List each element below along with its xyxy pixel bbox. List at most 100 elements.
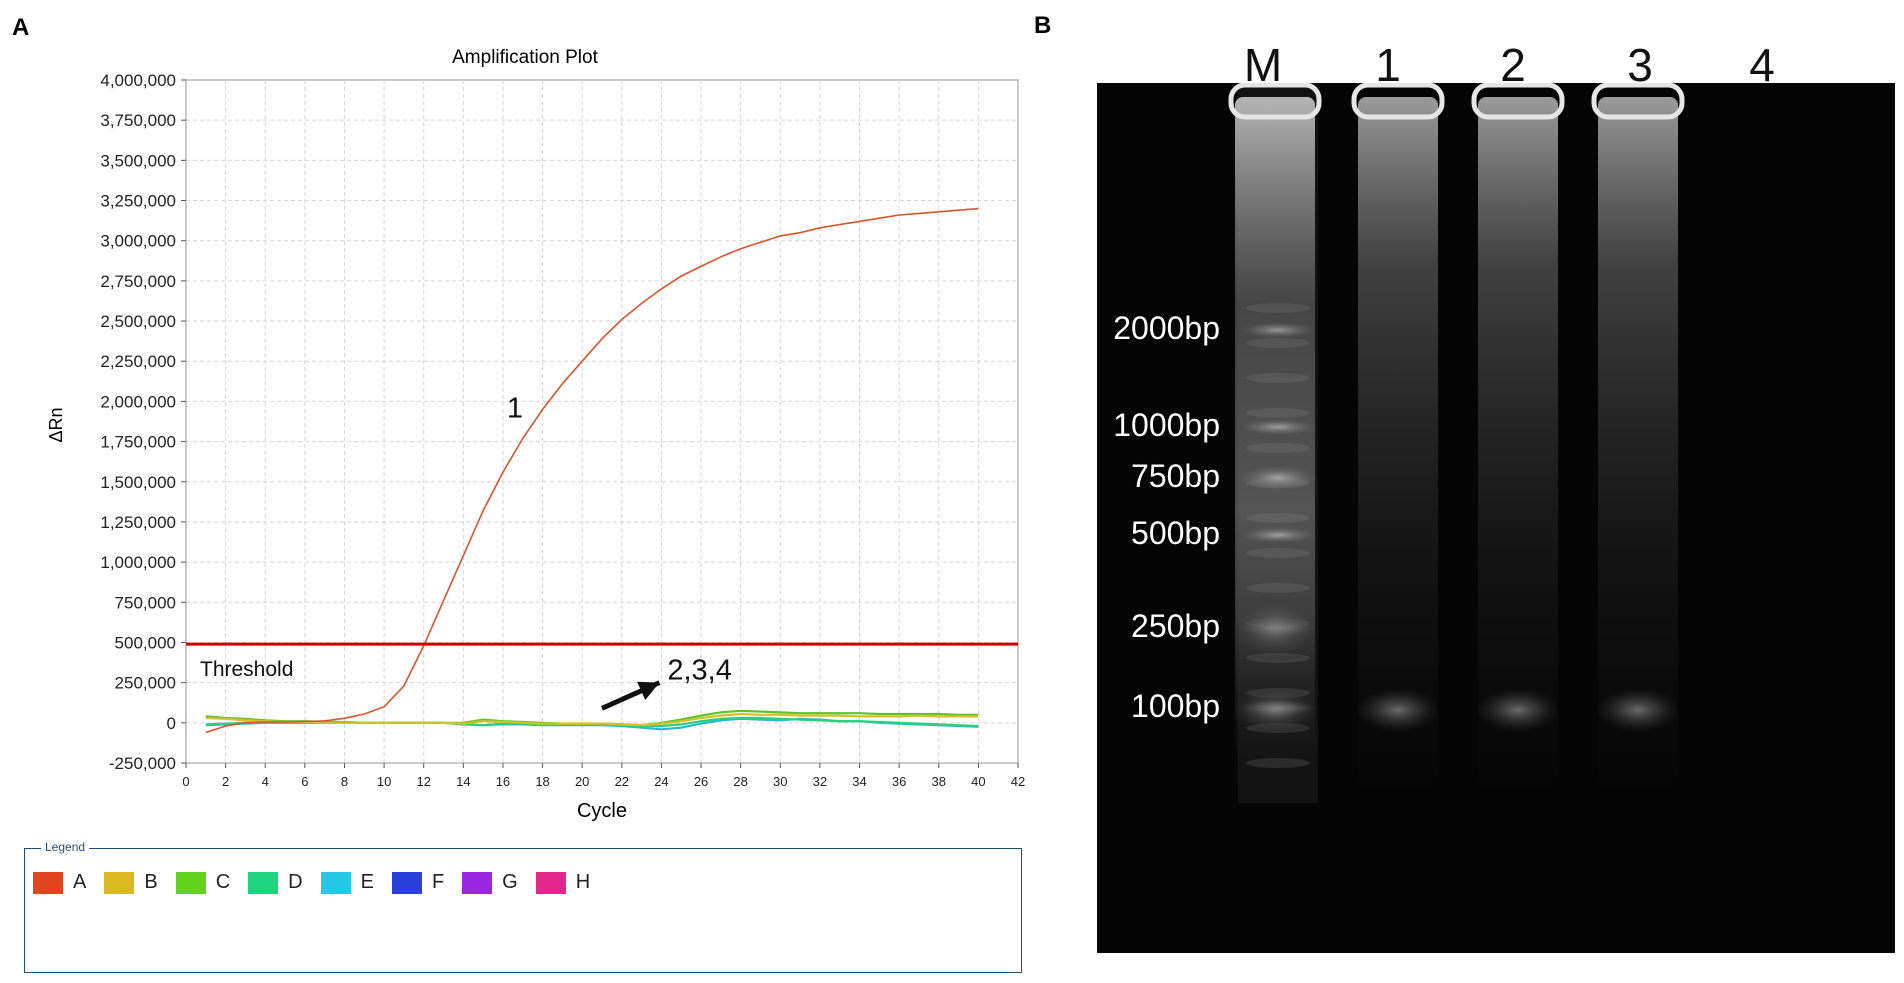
legend-item-f: F: [391, 871, 445, 894]
x-tick-label: 0: [182, 774, 189, 789]
y-axis-label: ΔRn: [46, 407, 66, 442]
y-tick-label: 3,500,000: [100, 151, 176, 170]
y-tick-label: 4,000,000: [100, 71, 176, 90]
legend-swatch: [535, 871, 566, 894]
legend-swatch: [391, 871, 422, 894]
sample-lane-1: [1235, 97, 1315, 787]
y-tick-label: 2,500,000: [100, 312, 176, 331]
y-tick-label: 3,750,000: [100, 111, 176, 130]
annotations: 1 2,3,4: [507, 392, 732, 711]
x-tick-label: 20: [575, 774, 589, 789]
x-tick-label: 26: [694, 774, 708, 789]
ladder-label: 1000bp: [1113, 407, 1220, 443]
legend-label: D: [288, 871, 303, 893]
amplification-plot: Amplification Plot 0 2 4 6 8 10 12 14 16 18 20 22 24…: [46, 47, 1025, 822]
product-band-2: [1356, 688, 1440, 732]
x-tick-label: 8: [341, 774, 348, 789]
x-tick-label: 16: [496, 774, 510, 789]
legend-box: Legend A B C D E F G H: [24, 840, 1022, 973]
legend-item-d: D: [248, 871, 303, 894]
legend-label: F: [431, 871, 445, 893]
lane-label-m: M: [1243, 39, 1283, 91]
gel-image: [1097, 83, 1895, 953]
annotation-1: 1: [507, 392, 523, 424]
x-tick-label: 42: [1011, 774, 1025, 789]
legend-swatch: [320, 871, 351, 894]
x-tick-label: 6: [301, 774, 308, 789]
threshold-label: Threshold: [200, 658, 293, 681]
legend-swatch: [104, 871, 135, 894]
legend-label: G: [502, 871, 518, 893]
sample-well-4: [1591, 83, 1685, 120]
legend-item-b: B: [104, 871, 158, 894]
sample-lane-2: [1358, 97, 1438, 787]
ladder-label: 2000bp: [1113, 310, 1220, 346]
gel-lanes: [1228, 83, 1685, 803]
axes: 0 2 4 6 8 10 12 14 16 18 20 22 24 26 28 30 32 34 36 38 40 42-…: [100, 71, 1025, 789]
x-tick-label: 10: [377, 774, 391, 789]
product-band-1: [1233, 688, 1317, 732]
annotation-2: 2,3,4: [667, 654, 732, 686]
y-tick-label: 250,000: [115, 674, 176, 693]
x-tick-label: 18: [535, 774, 549, 789]
y-tick-label: 2,000,000: [100, 392, 176, 411]
chart-title: Amplification Plot: [452, 47, 598, 68]
series-line-a: [205, 207, 979, 734]
lane-label-1: 1: [1375, 39, 1401, 91]
x-tick-label: 12: [416, 774, 430, 789]
legend-item-c: C: [175, 871, 231, 894]
y-tick-label: 3,000,000: [100, 232, 176, 251]
legend-item-a: A: [33, 871, 86, 894]
x-tick-label: 38: [932, 774, 946, 789]
sample-well-2: [1351, 83, 1445, 120]
x-tick-label: 30: [773, 774, 787, 789]
grid: [186, 80, 1018, 763]
legend-title: Legend: [41, 840, 90, 854]
y-tick-label: 750,000: [115, 593, 176, 612]
y-tick-label: 1,000,000: [100, 553, 176, 572]
y-tick-label: 3,250,000: [100, 192, 176, 211]
y-tick-label: 2,250,000: [100, 352, 176, 371]
x-axis-label: Cycle: [577, 800, 627, 822]
legend-item-e: E: [320, 871, 374, 894]
series-lines: [205, 207, 979, 734]
y-tick-label: 0: [167, 714, 176, 733]
ladder-label: 250bp: [1131, 608, 1220, 644]
y-tick-label: -250,000: [109, 754, 176, 773]
legend-item-g: G: [462, 871, 518, 894]
sample-well-3: [1471, 83, 1565, 120]
legend-swatch: [175, 871, 206, 894]
series-line-b: [205, 712, 979, 727]
legend-label: C: [215, 871, 231, 893]
x-tick-label: 22: [615, 774, 629, 789]
x-tick-label: 28: [733, 774, 747, 789]
x-tick-label: 36: [892, 774, 906, 789]
x-tick-label: 32: [813, 774, 827, 789]
sample-well-1: [1228, 83, 1322, 120]
lane-label-4: 4: [1749, 39, 1775, 91]
product-band-3: [1476, 688, 1560, 732]
smear-band-250: [1231, 598, 1319, 658]
y-tick-label: 1,500,000: [100, 473, 176, 492]
plot-area: [185, 79, 1019, 764]
legend-swatch: [33, 871, 63, 894]
legend-items: A B C D E F G H: [33, 871, 608, 894]
x-tick-label: 24: [654, 774, 668, 789]
annotation-arrow-head: [637, 681, 660, 700]
sample-lane-3: [1478, 97, 1558, 787]
panel-label-b: B: [1034, 12, 1052, 39]
y-tick-label: 1,250,000: [100, 513, 176, 532]
x-tick-label: 34: [852, 774, 866, 789]
x-tick-label: 4: [262, 774, 269, 789]
lane-label-3: 3: [1627, 39, 1653, 91]
legend-label: E: [360, 871, 374, 893]
sample-lane-4: [1598, 97, 1678, 787]
ladder-label: 500bp: [1131, 515, 1220, 551]
threshold-group: Threshold: [186, 642, 1018, 681]
y-tick-label: 1,750,000: [100, 433, 176, 452]
x-tick-label: 14: [456, 774, 470, 789]
y-tick-label: 500,000: [115, 633, 176, 652]
ladder-label: 750bp: [1131, 458, 1220, 494]
legend-label: A: [73, 871, 87, 893]
y-tick-label: 2,750,000: [100, 272, 176, 291]
